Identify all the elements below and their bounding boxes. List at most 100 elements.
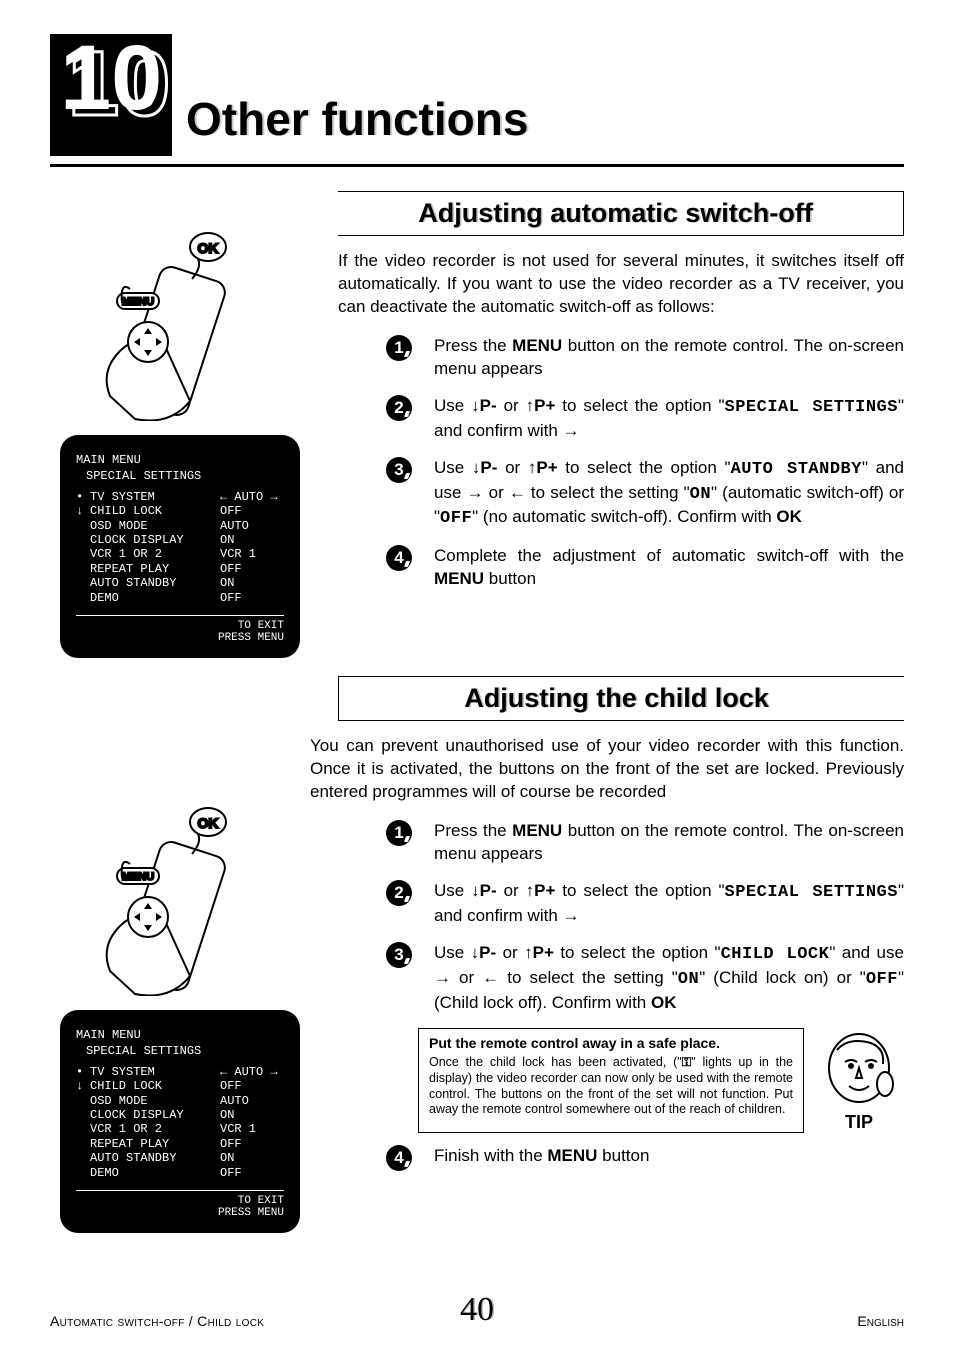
- svg-text:OK: OK: [198, 815, 219, 831]
- sec2-step-3: 3 Use ↓P- or ↑P+ to select the option "C…: [386, 942, 904, 1015]
- page-footer: Automatic switch-off / Child lock 40 Eng…: [50, 1313, 904, 1329]
- footer-section-name: Automatic switch-off / Child lock: [50, 1313, 264, 1329]
- osd-value: OFF: [220, 562, 284, 576]
- osd-value: ON: [220, 1108, 284, 1122]
- section1-heading: Adjusting automatic switch-off: [338, 198, 893, 229]
- osd-subtitle: SPECIAL SETTINGS: [86, 469, 284, 483]
- step-text: Use ↓P- or ↑P+ to select the option "CHI…: [434, 942, 904, 1015]
- osd-value: OFF: [220, 1166, 284, 1180]
- section2-heading: Adjusting the child lock: [339, 683, 894, 714]
- step-3: 3 Use ↓P- or ↑P+ to select the option "A…: [386, 457, 904, 532]
- step-text: Press the MENU button on the remote cont…: [434, 335, 904, 381]
- chapter-header: 10 10 Other functions: [50, 34, 904, 156]
- svg-text:MENU: MENU: [122, 871, 154, 883]
- osd-footer: TO EXIT: [76, 620, 284, 632]
- osd-value: AUTO: [220, 1094, 284, 1108]
- step-text: Use ↓P- or ↑P+ to select the option "AUT…: [434, 457, 904, 532]
- osd-item: VCR 1 OR 2: [90, 1122, 220, 1136]
- osd-subtitle: SPECIAL SETTINGS: [86, 1044, 284, 1058]
- remote-illustration-2: OK MENU: [80, 806, 310, 996]
- osd-value: AUTO: [220, 519, 284, 533]
- osd-value: ON: [220, 576, 284, 590]
- step-number-icon: 4: [386, 1145, 412, 1171]
- osd-item: REPEAT PLAY: [90, 1137, 220, 1151]
- osd-item: AUTO STANDBY: [90, 1151, 220, 1165]
- osd-screen-2: MAIN MENU SPECIAL SETTINGS •↓ TV SYSTEM …: [60, 1010, 300, 1233]
- step-text: Use ↓P- or ↑P+ to select the option "SPE…: [434, 880, 904, 928]
- ok-label: OK: [776, 507, 802, 526]
- tip-label: TIP: [814, 1112, 904, 1133]
- osd-value: ON: [220, 1151, 284, 1165]
- osd-value: VCR 1: [220, 547, 284, 561]
- osd-value: OFF: [220, 591, 284, 605]
- osd-item: DEMO: [90, 1166, 220, 1180]
- section1-intro: If the video recorder is not used for se…: [338, 250, 904, 319]
- section-heading-box: Adjusting the child lock: [338, 676, 904, 721]
- step-number-icon: 1: [386, 335, 412, 361]
- step-text: Complete the adjustment of automatic swi…: [434, 545, 904, 591]
- step-number-icon: 2: [386, 395, 412, 421]
- osd-item: REPEAT PLAY: [90, 562, 220, 576]
- osd-value: OFF: [220, 504, 284, 518]
- osd-item: CHILD LOCK: [90, 504, 220, 518]
- osd-value: OFF: [220, 1137, 284, 1151]
- p-plus-label: P+: [534, 396, 555, 415]
- osd-value: ← AUTO →: [220, 490, 284, 504]
- svg-text:MENU: MENU: [122, 296, 154, 308]
- tip-body: Once the child lock has been activated, …: [429, 1055, 793, 1118]
- osd-title: MAIN MENU: [76, 453, 284, 467]
- osd-item: VCR 1 OR 2: [90, 547, 220, 561]
- osd-value: ON: [220, 533, 284, 547]
- osd-item: CHILD LOCK: [90, 1079, 220, 1093]
- footer-language: English: [857, 1313, 904, 1329]
- osd-footer: TO EXIT: [76, 1195, 284, 1207]
- step-2: 2 Use ↓P- or ↑P+ to select the option "S…: [386, 395, 904, 443]
- tip-box: Put the remote control away in a safe pl…: [418, 1028, 804, 1133]
- step-text: Use ↓P- or ↑P+ to select the option "SPE…: [434, 395, 904, 443]
- special-settings-label: SPECIAL SETTINGS: [725, 398, 898, 417]
- osd-value: OFF: [220, 1079, 284, 1093]
- osd-footer: PRESS MENU: [76, 1207, 284, 1219]
- chapter-title: Other functions: [186, 92, 528, 156]
- p-minus-label: P-: [480, 396, 497, 415]
- osd-item: OSD MODE: [90, 1094, 220, 1108]
- osd-footer: PRESS MENU: [76, 632, 284, 644]
- step-1: 1 Press the MENU button on the remote co…: [386, 335, 904, 381]
- osd-item: AUTO STANDBY: [90, 576, 220, 590]
- step-text: Press the MENU button on the remote cont…: [434, 820, 904, 866]
- chapter-number-badge: 10 10: [50, 34, 172, 156]
- remote-illustration: OK MENU: [80, 231, 310, 421]
- sec2-step-1: 1 Press the MENU button on the remote co…: [386, 820, 904, 866]
- step-number-icon: 1: [386, 820, 412, 846]
- step-number-icon: 3: [386, 942, 412, 968]
- osd-item: TV SYSTEM: [90, 1065, 220, 1079]
- section2-intro: You can prevent unauthorised use of your…: [310, 735, 904, 804]
- menu-button-label: MENU: [512, 336, 562, 355]
- osd-item: CLOCK DISPLAY: [90, 1108, 220, 1122]
- step-number-icon: 3: [386, 457, 412, 483]
- ok-button-label: OK: [198, 240, 219, 256]
- sec2-step-2: 2 Use ↓P- or ↑P+ to select the option "S…: [386, 880, 904, 928]
- page-number: 40: [460, 1291, 494, 1329]
- osd-value: ← AUTO →: [220, 1065, 284, 1079]
- auto-standby-label: AUTO STANDBY: [731, 460, 862, 479]
- section-heading-box: Adjusting automatic switch-off: [338, 191, 904, 236]
- osd-item: DEMO: [90, 591, 220, 605]
- step-text: Finish with the MENU button: [434, 1145, 904, 1168]
- key-icon: ⚿: [682, 1055, 692, 1069]
- osd-title: MAIN MENU: [76, 1028, 284, 1042]
- title-underline: [50, 164, 904, 167]
- tip-face: TIP: [814, 1028, 904, 1133]
- osd-item: OSD MODE: [90, 519, 220, 533]
- osd-item: TV SYSTEM: [90, 490, 220, 504]
- step-4: 4 Complete the adjustment of automatic s…: [386, 545, 904, 591]
- tip-block: Put the remote control away in a safe pl…: [418, 1028, 904, 1133]
- step-number-icon: 4: [386, 545, 412, 571]
- osd-value: VCR 1: [220, 1122, 284, 1136]
- sec2-step-4: 4 Finish with the MENU button: [386, 1145, 904, 1171]
- step-number-icon: 2: [386, 880, 412, 906]
- child-lock-label: CHILD LOCK: [721, 945, 830, 964]
- tip-title: Put the remote control away in a safe pl…: [429, 1035, 793, 1051]
- osd-screen-1: MAIN MENU SPECIAL SETTINGS •↓ TV SYSTEM …: [60, 435, 300, 658]
- osd-item: CLOCK DISPLAY: [90, 533, 220, 547]
